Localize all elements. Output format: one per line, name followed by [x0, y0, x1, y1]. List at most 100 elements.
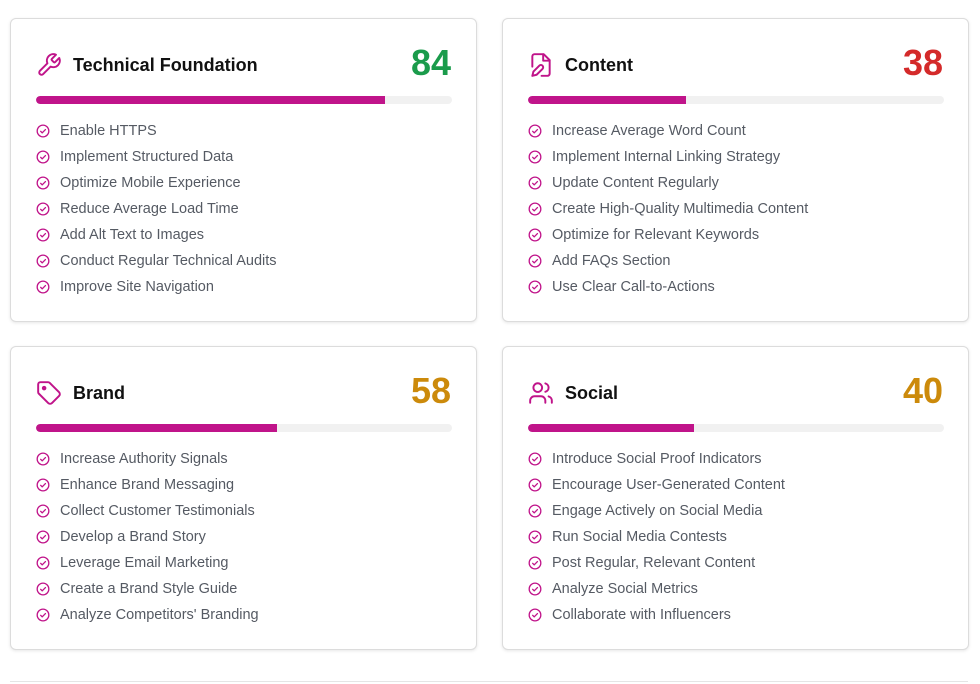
list-item-label: Create High-Quality Multimedia Content	[552, 201, 809, 217]
list-item: Increase Average Word Count	[528, 118, 808, 144]
check-circle-icon	[528, 608, 542, 622]
tag-icon	[36, 380, 62, 406]
list-item: Reduce Average Load Time	[36, 196, 277, 222]
check-circle-icon	[36, 556, 50, 570]
check-circle-icon	[36, 582, 50, 596]
check-circle-icon	[36, 254, 50, 268]
list-item-label: Run Social Media Contests	[552, 529, 727, 545]
card-score: 58	[410, 370, 451, 411]
list-item: Implement Structured Data	[36, 144, 277, 170]
check-circle-icon	[36, 124, 50, 138]
check-circle-icon	[528, 280, 542, 294]
list-item: Engage Actively on Social Media	[528, 498, 785, 524]
recommendation-list: Increase Average Word Count Implement In…	[528, 118, 808, 300]
list-item-label: Increase Average Word Count	[552, 123, 746, 139]
check-circle-icon	[36, 530, 50, 544]
check-circle-icon	[36, 228, 50, 242]
progress-bar-fill	[36, 96, 386, 104]
progress-bar-fill	[36, 424, 278, 432]
check-circle-icon	[528, 504, 542, 518]
recommendation-list: Enable HTTPS Implement Structured Data O…	[36, 118, 277, 300]
card-technical-foundation: Technical Foundation 84 Enable HTTPS Imp…	[10, 18, 477, 322]
list-item: Encourage User-Generated Content	[528, 472, 785, 498]
list-item-label: Optimize Mobile Experience	[60, 175, 241, 191]
list-item: Implement Internal Linking Strategy	[528, 144, 808, 170]
check-circle-icon	[36, 608, 50, 622]
check-circle-icon	[528, 582, 542, 596]
list-item: Run Social Media Contests	[528, 524, 785, 550]
list-item: Introduce Social Proof Indicators	[528, 446, 785, 472]
list-item: Analyze Social Metrics	[528, 576, 785, 602]
card-title: Technical Foundation	[73, 55, 258, 75]
list-item: Use Clear Call-to-Actions	[528, 274, 808, 300]
recommendation-list: Increase Authority Signals Enhance Brand…	[36, 446, 259, 628]
card-title: Content	[565, 55, 633, 75]
card-score: 38	[902, 42, 943, 83]
divider	[10, 681, 968, 682]
check-circle-icon	[528, 176, 542, 190]
list-item: Enable HTTPS	[36, 118, 277, 144]
check-circle-icon	[36, 280, 50, 294]
check-circle-icon	[528, 150, 542, 164]
list-item: Collect Customer Testimonials	[36, 498, 259, 524]
list-item: Increase Authority Signals	[36, 446, 259, 472]
list-item-label: Encourage User-Generated Content	[552, 477, 785, 493]
progress-bar-fill	[528, 424, 695, 432]
progress-bar-fill	[528, 96, 687, 104]
list-item: Optimize Mobile Experience	[36, 170, 277, 196]
list-item-label: Optimize for Relevant Keywords	[552, 227, 760, 243]
check-circle-icon	[528, 478, 542, 492]
list-item-label: Add FAQs Section	[552, 253, 671, 269]
card-title: Brand	[73, 383, 126, 403]
list-item-label: Create a Brand Style Guide	[60, 581, 238, 597]
card-title: Social	[565, 383, 619, 403]
card-social: Social 40 Introduce Social Proof Indicat…	[502, 346, 969, 650]
card-content: Content 38 Increase Average Word Count I…	[502, 18, 969, 322]
list-item-label: Leverage Email Marketing	[60, 555, 229, 571]
progress-bar	[36, 424, 452, 432]
check-circle-icon	[528, 556, 542, 570]
list-item-label: Collaborate with Influencers	[552, 607, 731, 623]
check-circle-icon	[36, 150, 50, 164]
check-circle-icon	[528, 452, 542, 466]
list-item-label: Reduce Average Load Time	[60, 201, 239, 217]
list-item-label: Use Clear Call-to-Actions	[552, 279, 715, 295]
list-item-label: Enhance Brand Messaging	[60, 477, 235, 493]
list-item-label: Update Content Regularly	[552, 175, 719, 191]
list-item-label: Develop a Brand Story	[60, 529, 206, 545]
list-item-label: Introduce Social Proof Indicators	[552, 451, 762, 467]
check-circle-icon	[528, 254, 542, 268]
list-item-label: Engage Actively on Social Media	[552, 503, 763, 519]
users-icon	[528, 380, 554, 406]
progress-bar	[528, 424, 944, 432]
check-circle-icon	[528, 530, 542, 544]
list-item-label: Increase Authority Signals	[60, 451, 228, 467]
list-item: Add FAQs Section	[528, 248, 808, 274]
check-circle-icon	[36, 452, 50, 466]
list-item-label: Enable HTTPS	[60, 123, 157, 139]
card-score: 40	[902, 370, 943, 411]
progress-bar	[528, 96, 944, 104]
list-item-label: Analyze Social Metrics	[552, 581, 698, 597]
list-item: Analyze Competitors' Branding	[36, 602, 259, 628]
list-item-label: Implement Internal Linking Strategy	[552, 149, 781, 165]
list-item-label: Collect Customer Testimonials	[60, 503, 255, 519]
check-circle-icon	[36, 202, 50, 216]
progress-bar	[36, 96, 452, 104]
list-item-label: Implement Structured Data	[60, 149, 234, 165]
list-item: Post Regular, Relevant Content	[528, 550, 785, 576]
list-item: Add Alt Text to Images	[36, 222, 277, 248]
list-item: Develop a Brand Story	[36, 524, 259, 550]
list-item-label: Improve Site Navigation	[60, 279, 214, 295]
list-item: Enhance Brand Messaging	[36, 472, 259, 498]
list-item: Create a Brand Style Guide	[36, 576, 259, 602]
list-item: Improve Site Navigation	[36, 274, 277, 300]
list-item: Collaborate with Influencers	[528, 602, 785, 628]
check-circle-icon	[528, 202, 542, 216]
wrench-icon	[36, 52, 62, 78]
check-circle-icon	[528, 228, 542, 242]
file-edit-icon	[528, 52, 554, 78]
card-score: 84	[410, 42, 451, 83]
check-circle-icon	[36, 176, 50, 190]
check-circle-icon	[36, 478, 50, 492]
